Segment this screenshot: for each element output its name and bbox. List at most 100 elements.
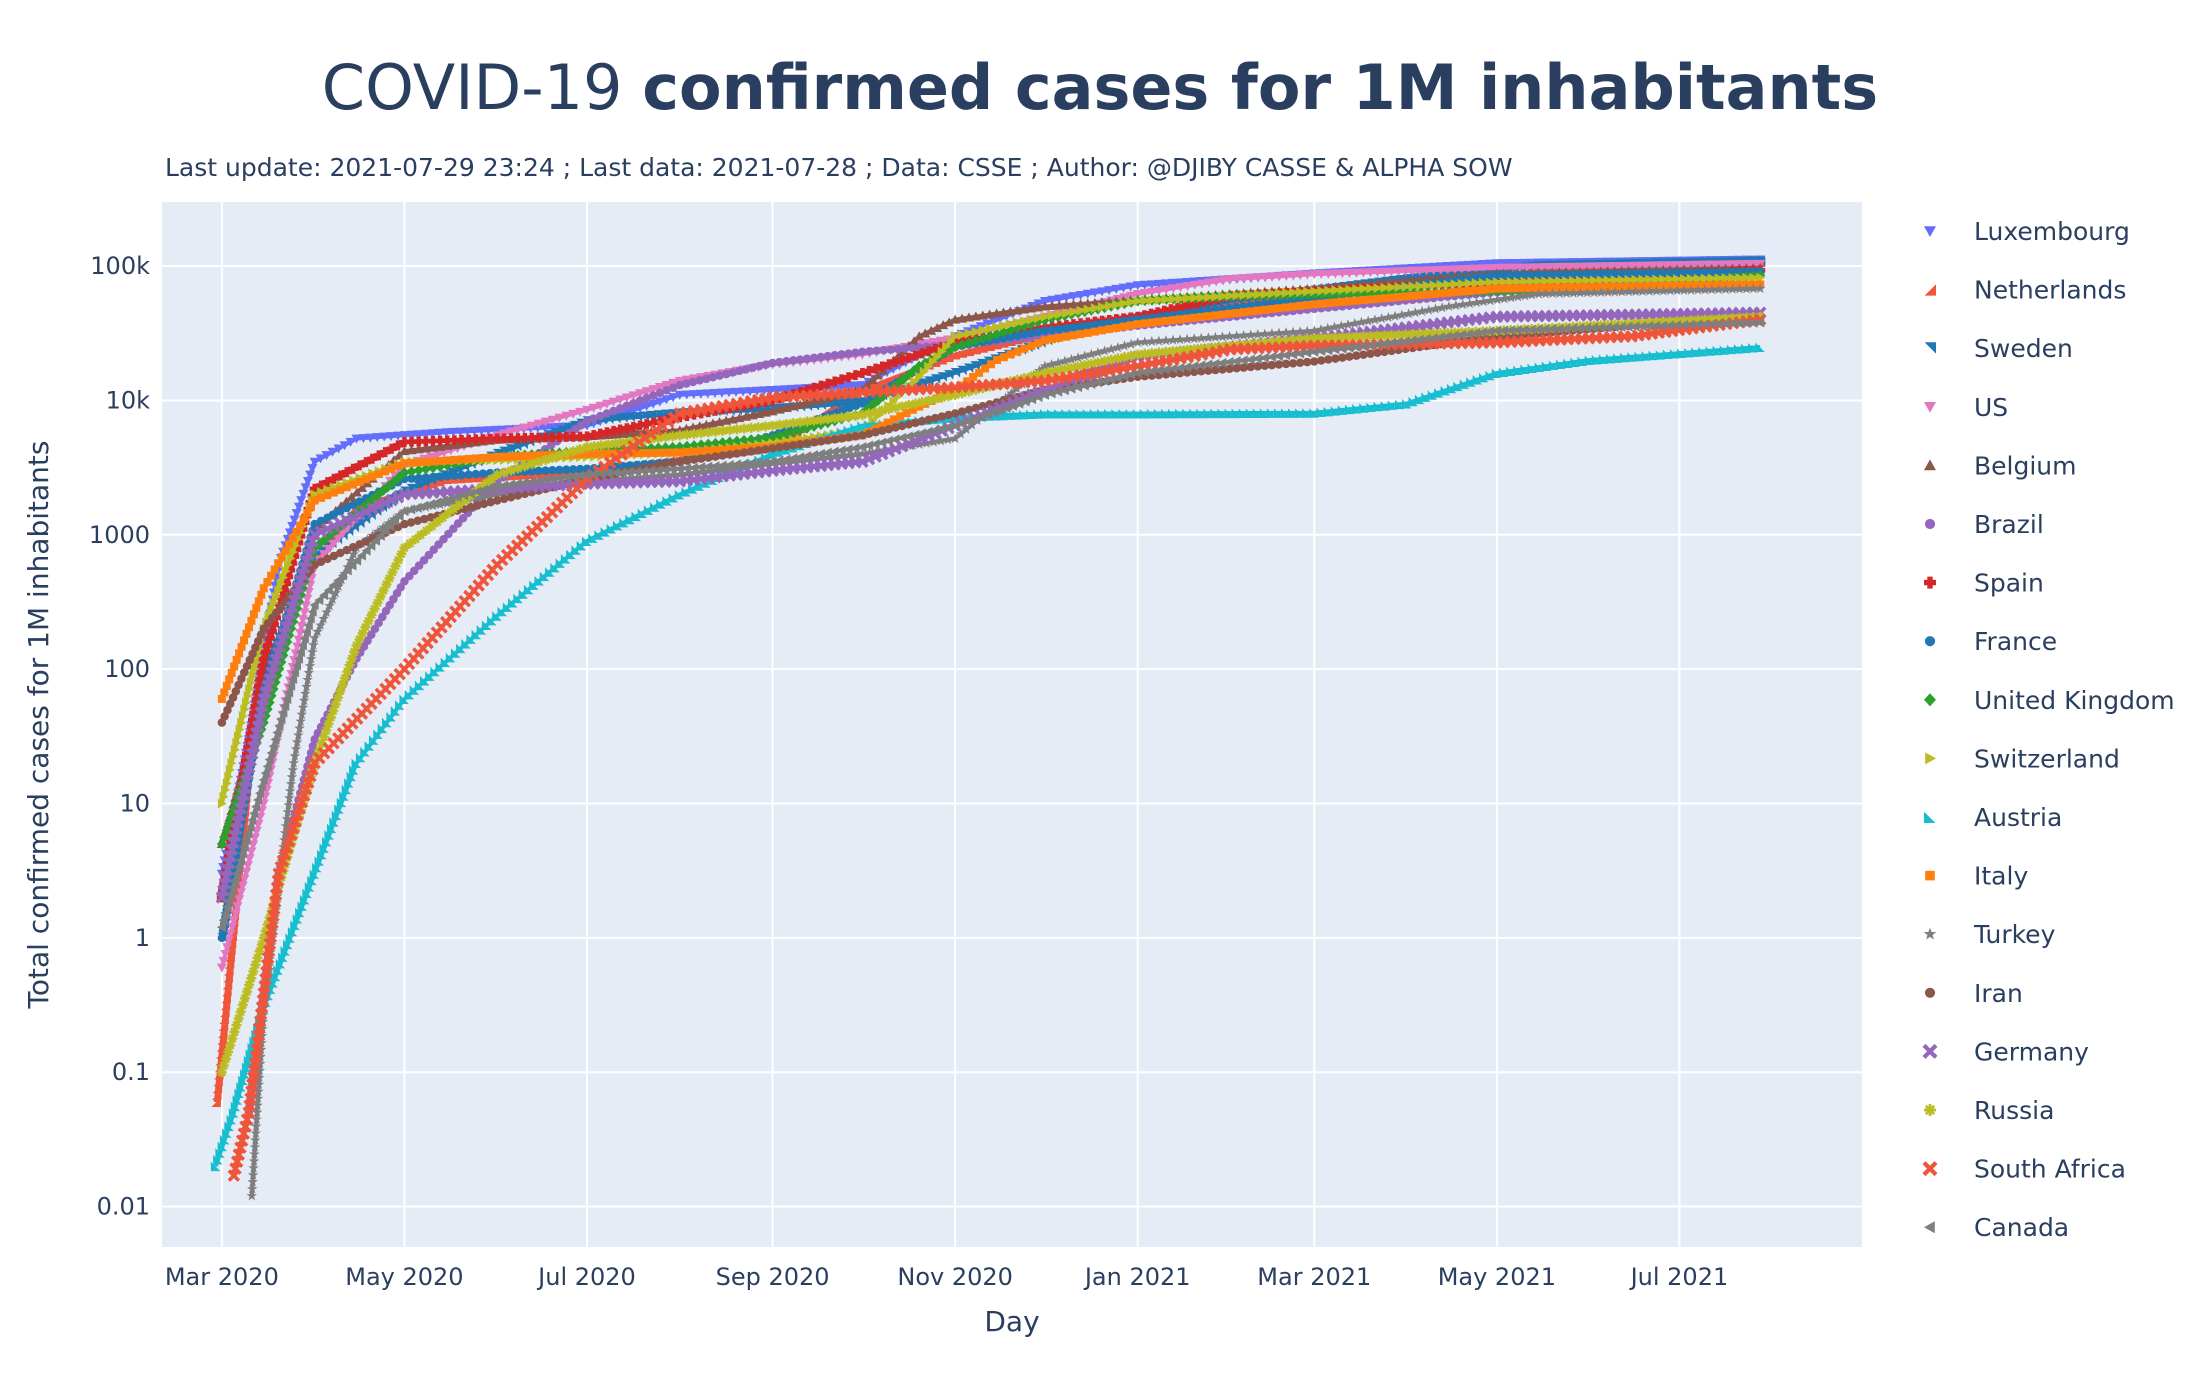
data-point: [420, 436, 431, 447]
data-point: [937, 346, 947, 357]
data-point: [248, 1155, 260, 1166]
data-point: [617, 429, 628, 439]
data-point: [1239, 274, 1250, 284]
data-point: [325, 712, 336, 723]
data-point: [336, 485, 345, 494]
data-point: [1146, 348, 1157, 359]
data-point: [1651, 320, 1661, 331]
data-point: [1450, 300, 1462, 311]
data-point: [830, 435, 839, 444]
data-point: [249, 610, 258, 619]
data-point: [1410, 307, 1421, 318]
data-point: [1154, 286, 1165, 296]
data-point: [660, 464, 670, 475]
data-point: [681, 390, 692, 400]
data-point: [711, 446, 720, 455]
data-point: [829, 446, 839, 457]
data-point: [1631, 269, 1640, 278]
data-point: [445, 493, 455, 504]
data-point: [253, 680, 264, 691]
data-point: [617, 473, 628, 484]
data-point: [610, 438, 621, 449]
data-point: [1699, 319, 1709, 330]
data-point: [999, 320, 1009, 331]
data-point: [1429, 280, 1439, 291]
data-point: [421, 525, 432, 536]
data-point: [930, 374, 941, 384]
data-point: [1152, 307, 1163, 318]
data-point: [944, 370, 954, 380]
data-point: [1211, 291, 1221, 302]
data-point: [1076, 305, 1086, 316]
data-point: [1330, 269, 1341, 279]
data-point: [903, 352, 914, 363]
data-point: [1421, 328, 1432, 339]
data-point: [1086, 358, 1097, 369]
data-point: [971, 326, 981, 337]
data-point: [294, 722, 305, 733]
data-point: [1013, 347, 1022, 356]
data-point: [739, 400, 750, 411]
data-point: [471, 454, 480, 463]
data-point: [291, 509, 302, 519]
data-point: [1624, 274, 1634, 285]
data-point: [1182, 362, 1192, 373]
data-point: [1260, 305, 1269, 314]
data-point: [1039, 360, 1051, 371]
data-point: [346, 771, 357, 782]
data-point: [1407, 266, 1418, 276]
data-point: [1358, 341, 1368, 352]
data-point: [1238, 355, 1248, 366]
data-point: [534, 466, 543, 476]
data-point: [262, 639, 273, 650]
data-point: [271, 591, 281, 602]
data-point: [222, 943, 233, 953]
data-point: [301, 681, 312, 692]
data-point: [1596, 269, 1606, 279]
data-point: [1192, 298, 1203, 309]
data-point: [890, 434, 900, 445]
data-point: [278, 952, 288, 962]
data-point: [1556, 359, 1566, 370]
data-point: [286, 680, 296, 691]
data-point: [477, 491, 489, 502]
data-point: [923, 346, 934, 357]
data-point: [280, 700, 290, 711]
y-tick-label: 1000: [89, 521, 150, 549]
data-point: [432, 497, 442, 508]
data-point: [1541, 283, 1550, 292]
data-point: [273, 965, 283, 975]
data-point: [1119, 293, 1130, 303]
legend-label: Austria: [1974, 803, 2062, 832]
data-point: [485, 433, 496, 444]
data-point: [533, 456, 544, 467]
data-point: [1246, 307, 1255, 316]
data-point: [268, 978, 278, 988]
data-point: [368, 472, 377, 481]
data-point: [324, 830, 334, 840]
data-point: [500, 452, 509, 461]
data-point: [689, 462, 699, 473]
data-point: [603, 468, 613, 479]
data-point: [298, 615, 309, 625]
data-point: [1006, 319, 1016, 330]
data-point: [278, 707, 288, 718]
data-point: [1296, 287, 1306, 298]
data-point: [1727, 283, 1738, 294]
data-point: [548, 466, 557, 475]
data-point: [251, 801, 261, 812]
data-point: [582, 536, 592, 546]
data-point: [717, 463, 728, 474]
data-point: [554, 450, 565, 461]
data-point: [307, 464, 318, 474]
data-point: [1652, 268, 1661, 278]
data-point: [1713, 313, 1724, 324]
data-point: [448, 427, 459, 437]
data-point: [1033, 302, 1044, 312]
legend-marker: [1924, 342, 1936, 354]
data-point: [247, 714, 258, 725]
data-point: [420, 443, 431, 453]
data-point: [414, 458, 423, 467]
data-point: [383, 517, 394, 528]
data-point: [1273, 327, 1285, 338]
